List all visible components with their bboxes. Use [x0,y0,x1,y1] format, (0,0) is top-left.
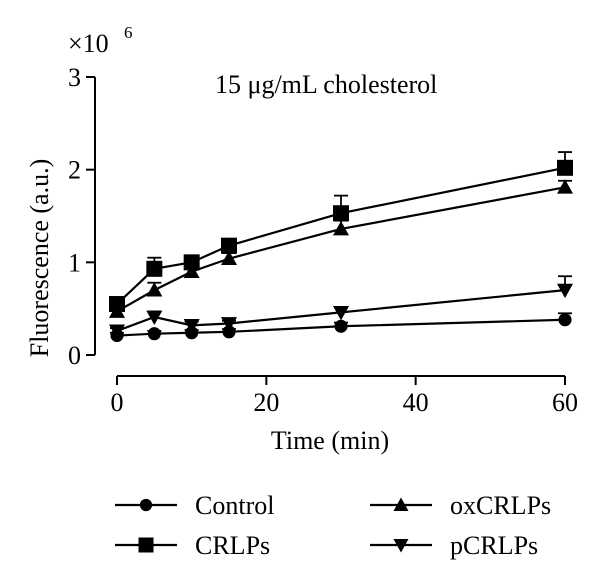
x-tick-label: 60 [552,388,578,417]
data-point-pcrlps [146,310,163,326]
series-pcrlps [109,275,573,339]
data-point-oxcrlps [333,220,349,236]
y-tick-label: 1 [68,248,81,277]
legend-label-oxcrlps: oxCRLPs [450,491,551,520]
legend-marker-oxcrlps [393,497,409,511]
data-point-pcrlps [221,317,237,332]
legend-marker-crlps [138,537,154,553]
data-point-crlps [557,159,573,176]
y-multiplier-text: ×10 [68,29,109,58]
chart-title: 15 μg/mL cholesterol [215,70,437,99]
legend-label-control: Control [195,491,274,520]
data-point-oxcrlps [183,263,200,278]
data-point-crlps [221,237,237,254]
legend-label-crlps: CRLPs [195,531,270,560]
series-line-crlps [116,166,566,305]
data-point-oxcrlps [146,282,163,297]
y-multiplier-exponent: 6 [124,23,133,42]
axes: 0 1 2 3 0 20 40 60 [68,63,578,417]
legend-item-crlps: CRLPs [115,531,270,560]
legend-item-oxcrlps: oxCRLPs [370,491,551,520]
y-tick-label: 0 [68,341,81,370]
data-point-control [558,313,572,327]
data-point-crlps [333,205,349,222]
legend-item-pcrlps: pCRLPs [370,531,538,560]
data-point-crlps [183,254,200,271]
series-line-pcrlps [116,289,566,332]
x-axis-label: Time (min) [271,426,389,455]
data-point-crlps [109,296,125,313]
legend-marker-control [139,498,153,512]
data-point-pcrlps [557,283,573,299]
data-point-control [334,319,348,333]
x-tick-label: 20 [253,388,279,417]
data-point-oxcrlps [221,250,237,266]
series-crlps [109,151,573,313]
data-point-crlps [146,260,163,277]
legend-item-control: Control [115,491,274,520]
data-point-control [147,327,161,341]
data-point-pcrlps [333,305,349,321]
data-point-pcrlps [183,318,200,334]
y-tick-label: 3 [68,63,81,92]
data-point-oxcrlps [557,179,573,194]
plot-area [109,151,573,343]
legend-label-pcrlps: pCRLPs [450,531,538,560]
data-point-pcrlps [109,324,125,339]
y-axis-label: Fluorescence (a.u.) [25,159,54,358]
y-tick-label: 2 [68,156,81,185]
x-tick-label: 0 [111,388,124,417]
data-point-control [222,325,236,339]
legend: Control oxCRLPs CRLPs pCRLPs [115,491,551,560]
x-tick-label: 40 [403,388,429,417]
legend-marker-pcrlps [393,539,409,553]
multiplier-label: ×10 6 [68,23,133,58]
